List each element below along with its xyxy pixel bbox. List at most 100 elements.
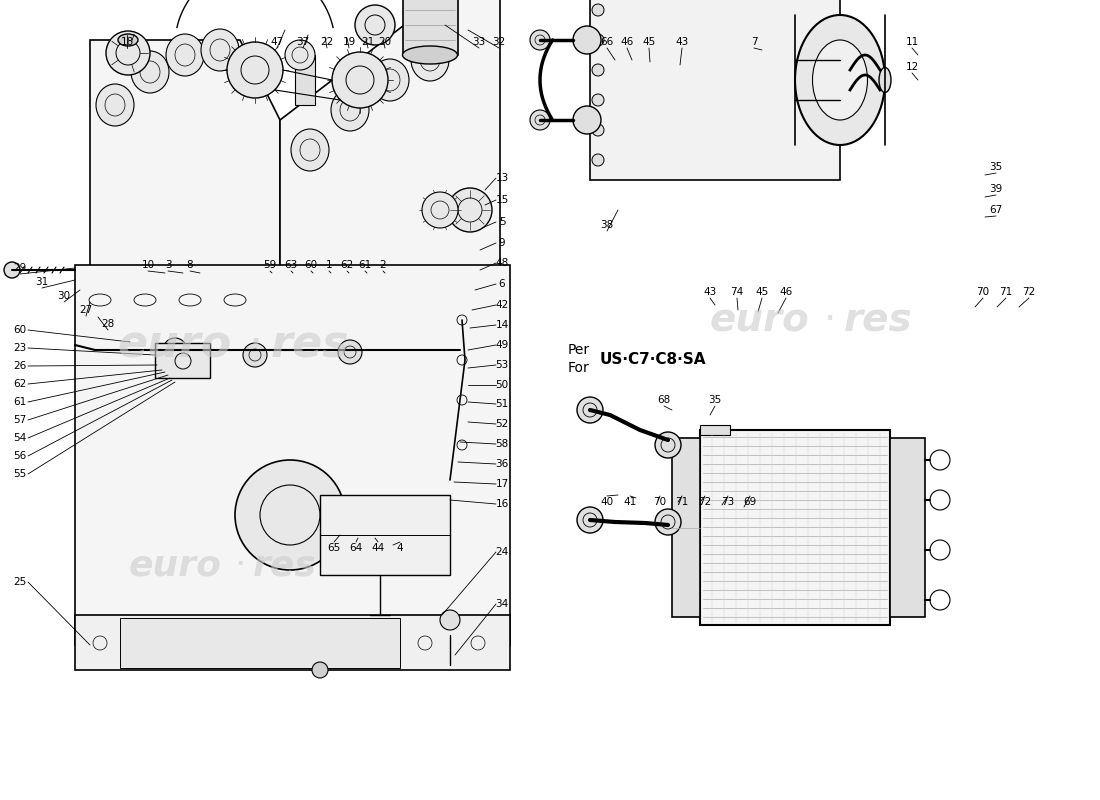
Circle shape <box>573 106 601 134</box>
Bar <box>700 430 890 625</box>
Circle shape <box>654 509 681 535</box>
Text: 6: 6 <box>498 279 505 289</box>
Text: 43: 43 <box>675 37 689 47</box>
Text: 24: 24 <box>495 547 508 557</box>
Text: 46: 46 <box>620 37 634 47</box>
Polygon shape <box>90 40 280 270</box>
Ellipse shape <box>403 46 458 64</box>
Text: ·: · <box>824 301 836 339</box>
Circle shape <box>592 64 604 76</box>
Text: 42: 42 <box>495 300 508 310</box>
Text: 14: 14 <box>495 320 508 330</box>
Text: Per: Per <box>568 343 590 357</box>
Text: 34: 34 <box>495 599 508 609</box>
Text: 10: 10 <box>142 260 155 270</box>
Text: 22: 22 <box>320 37 333 47</box>
Text: 67: 67 <box>989 205 1002 215</box>
Text: 73: 73 <box>722 497 735 507</box>
Text: res: res <box>271 323 350 366</box>
Text: 62: 62 <box>340 260 353 270</box>
Text: res: res <box>253 548 317 582</box>
Text: 43: 43 <box>703 287 716 297</box>
Circle shape <box>106 31 150 75</box>
Text: 17: 17 <box>495 479 508 489</box>
Text: 26: 26 <box>13 361 26 371</box>
Text: 69: 69 <box>744 497 757 507</box>
Text: 72: 72 <box>698 497 712 507</box>
Circle shape <box>592 4 604 16</box>
Circle shape <box>448 188 492 232</box>
Text: 2: 2 <box>379 260 386 270</box>
Text: 29: 29 <box>13 263 26 273</box>
Text: 33: 33 <box>472 37 485 47</box>
Circle shape <box>592 34 604 46</box>
Text: 12: 12 <box>905 62 918 72</box>
Text: 37: 37 <box>296 37 309 47</box>
Text: 11: 11 <box>905 37 918 47</box>
Circle shape <box>440 610 460 630</box>
Text: 39: 39 <box>989 184 1002 194</box>
Ellipse shape <box>879 67 891 93</box>
Bar <box>403 0 458 55</box>
Circle shape <box>285 40 315 70</box>
Text: 47: 47 <box>271 37 284 47</box>
Text: 31: 31 <box>35 277 48 287</box>
Text: 54: 54 <box>13 433 26 443</box>
Circle shape <box>243 343 267 367</box>
Text: 13: 13 <box>495 173 508 183</box>
Circle shape <box>332 52 388 108</box>
Text: 30: 30 <box>57 291 70 301</box>
Text: 64: 64 <box>350 543 363 553</box>
Text: 35: 35 <box>708 395 722 405</box>
Bar <box>590 0 840 180</box>
Text: 45: 45 <box>756 287 769 297</box>
Ellipse shape <box>292 129 329 171</box>
Circle shape <box>530 30 550 50</box>
Text: 40: 40 <box>601 497 614 507</box>
Text: 45: 45 <box>642 37 656 47</box>
Text: 57: 57 <box>13 415 26 425</box>
Circle shape <box>312 662 328 678</box>
Text: res: res <box>844 301 912 339</box>
Text: 58: 58 <box>495 439 508 449</box>
Text: 21: 21 <box>362 37 375 47</box>
Ellipse shape <box>795 15 886 145</box>
Text: 38: 38 <box>601 220 614 230</box>
Text: 18: 18 <box>120 37 133 47</box>
Text: 66: 66 <box>601 37 614 47</box>
Text: 35: 35 <box>989 162 1002 172</box>
Bar <box>75 265 510 645</box>
Text: 70: 70 <box>653 497 667 507</box>
Bar <box>155 343 210 378</box>
Circle shape <box>654 432 681 458</box>
Text: 63: 63 <box>285 260 298 270</box>
Circle shape <box>163 338 187 362</box>
Text: 4: 4 <box>397 543 404 553</box>
Text: 7: 7 <box>750 37 757 47</box>
Bar <box>75 615 510 670</box>
Text: 44: 44 <box>372 543 385 553</box>
Bar <box>700 425 730 435</box>
Text: 49: 49 <box>495 340 508 350</box>
Text: 55: 55 <box>13 469 26 479</box>
Text: ·: · <box>234 548 245 582</box>
Text: 68: 68 <box>658 395 671 405</box>
Circle shape <box>592 94 604 106</box>
Text: 53: 53 <box>495 360 508 370</box>
Circle shape <box>573 26 601 54</box>
Text: 50: 50 <box>495 380 508 390</box>
Text: euro: euro <box>118 323 232 366</box>
Ellipse shape <box>813 40 868 120</box>
Circle shape <box>530 110 550 130</box>
Text: 32: 32 <box>493 37 506 47</box>
Bar <box>120 618 400 668</box>
Text: 48: 48 <box>495 258 508 268</box>
Text: 25: 25 <box>13 577 26 587</box>
Text: 60: 60 <box>305 260 318 270</box>
Bar <box>672 438 700 617</box>
Text: 19: 19 <box>342 37 355 47</box>
Text: 61: 61 <box>13 397 26 407</box>
Polygon shape <box>280 0 500 270</box>
Text: 61: 61 <box>359 260 372 270</box>
Text: 1: 1 <box>326 260 332 270</box>
